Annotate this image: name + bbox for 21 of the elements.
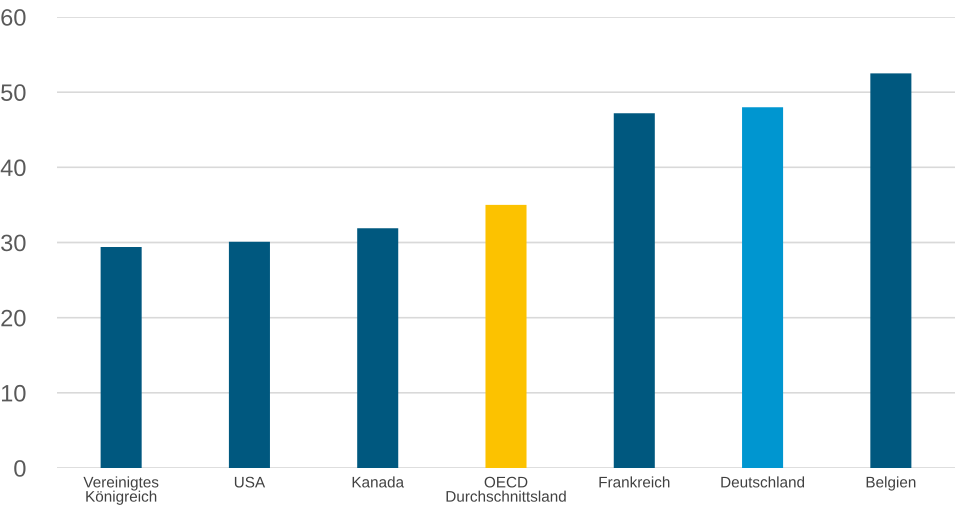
bar [614,113,655,468]
y-tick-label: 40 [0,159,26,176]
y-tick-label: 0 [14,460,26,477]
y-tick-label: 30 [1,234,26,252]
x-tick-label: Frankreich [599,476,670,488]
x-tick-label: Vereinigtes Königreich [83,476,158,505]
y-tick-label: 50 [1,84,26,101]
x-tick-label: Belgien [866,476,916,491]
x-tick-label: Deutschland [721,476,804,488]
x-tick-label: Kanada [352,476,404,488]
bar [100,247,142,468]
y-tick-label: 20 [1,310,26,326]
x-tick-label: USA [234,476,266,488]
y-tick-label: 60 [1,9,26,26]
bar [870,73,912,468]
bar [485,204,527,468]
bar [742,107,784,468]
x-tick-label: OECD Durchschnittsland [446,476,566,502]
y-tick-label: 10 [2,384,26,402]
bar [228,242,270,468]
bar [357,228,398,468]
